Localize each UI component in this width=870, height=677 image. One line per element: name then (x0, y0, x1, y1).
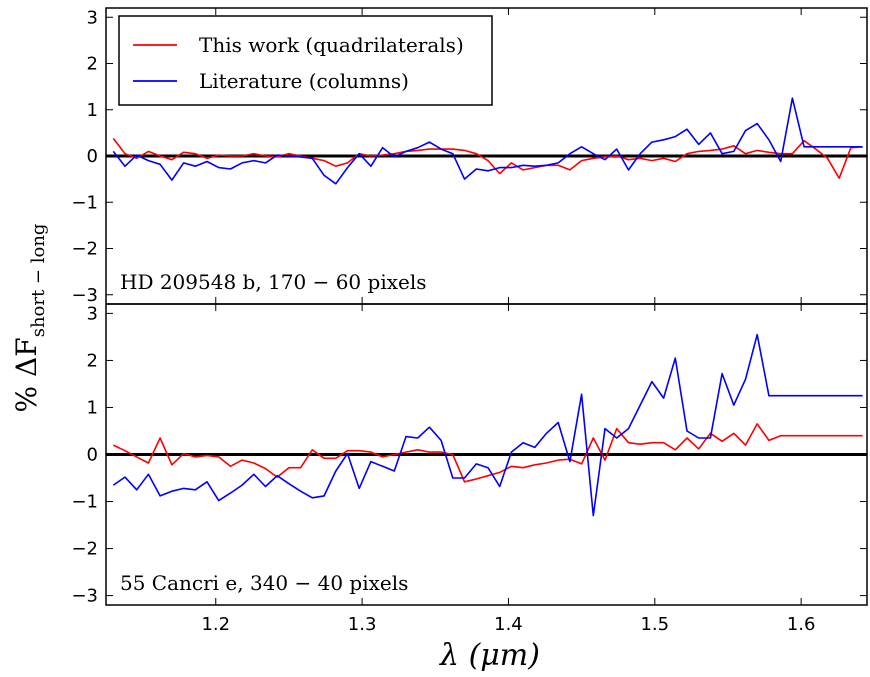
y-axis-label-subscript: short − long (28, 224, 49, 338)
y-tick-label: −2 (71, 239, 98, 260)
y-tick-label: 1 (87, 100, 98, 121)
x-axis-label: λ (μm) (439, 638, 540, 673)
x-tick-label: 1.5 (640, 614, 669, 635)
y-tick-label: 2 (87, 54, 98, 75)
series-line-literature (112, 97, 863, 185)
series-line-this-work (112, 423, 863, 483)
y-tick-label: −1 (71, 492, 98, 513)
panel-annotation: HD 209548 b, 170 − 60 pixels (120, 270, 426, 294)
y-tick-label: −2 (71, 539, 98, 560)
y-tick-label: 2 (87, 350, 98, 371)
panel-annotation: 55 Cancri e, 340 − 40 pixels (120, 571, 408, 595)
x-tick-label: 1.3 (348, 614, 377, 635)
series-line-this-work (112, 137, 863, 179)
y-axis-label-main: % ΔF (10, 337, 43, 412)
y-tick-label: 1 (87, 397, 98, 418)
x-axis-ticks: 1.2 1.3 1.4 1.5 1.6 (201, 614, 815, 635)
y-tick-label: 0 (87, 445, 98, 466)
y-tick-label: 3 (87, 7, 98, 28)
legend-label: This work (quadrilaterals) (199, 33, 464, 57)
legend: This work (quadrilaterals) Literature (co… (118, 15, 493, 106)
legend-box (118, 15, 493, 106)
panel-hd209548b: −3 −2 −1 0 1 2 3 HD 209548 b, 170 − 60 pixels Th… (71, 7, 868, 306)
series-line-literature (112, 333, 863, 517)
x-tick-label: 1.4 (494, 614, 523, 635)
x-tick-label: 1.2 (201, 614, 230, 635)
y-tick-label: −3 (71, 586, 98, 607)
panel-55-cancri-e: −3 −2 −1 0 1 2 3 55 Cancri e, 340 − 40 pixels (71, 303, 868, 607)
y-tick-label: −1 (71, 192, 98, 213)
svg-text:% ΔFshort − long: % ΔFshort − long (10, 224, 49, 413)
y-tick-label: 0 (87, 146, 98, 167)
legend-label: Literature (columns) (199, 69, 409, 93)
y-tick-label: −3 (71, 285, 98, 306)
y-tick-label: 3 (87, 303, 98, 324)
y-axis-label: % ΔFshort − long (10, 224, 49, 413)
x-tick-label: 1.6 (787, 614, 816, 635)
